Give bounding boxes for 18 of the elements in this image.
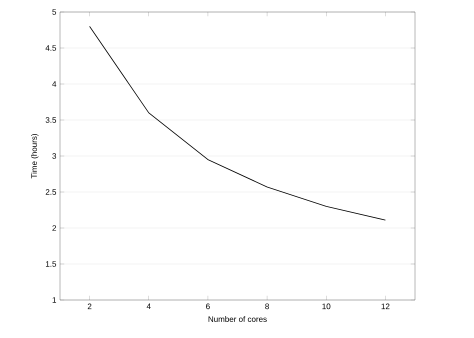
y-tick-label: 1 [52, 297, 56, 303]
x-tick-label: 8 [265, 304, 269, 310]
y-tick-label: 5 [52, 9, 56, 15]
y-tick-label: 3 [52, 153, 56, 159]
x-axis-title: Number of cores [208, 316, 267, 322]
x-tick-label: 2 [88, 304, 92, 310]
y-tick-label: 1.5 [46, 261, 56, 267]
y-tick-label: 3.5 [46, 117, 56, 123]
y-axis-title: Time (hours) [31, 134, 38, 178]
y-tick-label: 4 [52, 81, 56, 87]
x-tick-label: 4 [146, 304, 151, 310]
line-series [89, 26, 386, 220]
x-tick-label: 10 [322, 304, 330, 310]
y-tick-label: 2.5 [46, 189, 56, 195]
x-tick-label: 12 [382, 304, 390, 310]
y-tick-label: 2 [52, 225, 56, 231]
y-tick-label: 4.5 [46, 45, 56, 51]
x-tick-label: 6 [206, 304, 210, 310]
